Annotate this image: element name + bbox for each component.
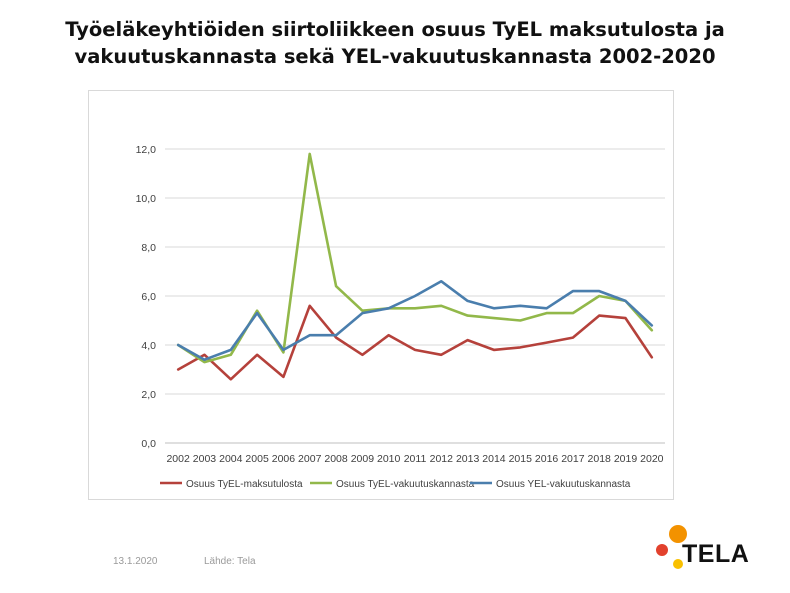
x-tick-label: 2014	[482, 453, 506, 465]
x-tick-label: 2006	[272, 453, 296, 465]
series-line-1	[176, 304, 654, 381]
x-tick-label: 2012	[430, 453, 454, 465]
y-tick-label: 10,0	[136, 193, 157, 205]
y-tick-label: 0,0	[141, 438, 156, 450]
y-tick-label: 12,0	[136, 144, 157, 156]
legend-entry: Osuus YEL-vakuutuskannasta	[496, 479, 631, 490]
x-tick-label: 2005	[245, 453, 269, 465]
x-tick-label: 2009	[351, 453, 375, 465]
chart-title-line2: vakuutuskannasta sekä YEL-vakuutuskannas…	[74, 45, 716, 68]
x-tick-label: 2016	[535, 453, 559, 465]
logo-orange-dot	[669, 525, 687, 543]
x-tick-label: 2010	[377, 453, 401, 465]
footer-date: 13.1.2020	[113, 556, 158, 567]
y-tick-label: 4,0	[141, 340, 156, 352]
logo-yellow-dot	[673, 559, 683, 569]
footer-source: Lähde: Tela	[204, 556, 256, 567]
series-line-2	[176, 152, 654, 364]
legend-entry: Osuus TyEL-maksutulosta	[186, 479, 303, 490]
x-tick-label: 2007	[298, 453, 322, 465]
y-tick-label: 6,0	[141, 291, 156, 303]
x-tick-label: 2017	[561, 453, 585, 465]
tela-logo-icon	[656, 525, 687, 569]
x-tick-label: 2015	[509, 453, 533, 465]
x-tick-label: 2003	[193, 453, 217, 465]
y-tick-label: 2,0	[141, 389, 156, 401]
legend-entry: Osuus TyEL-vakuutuskannasta	[336, 479, 475, 490]
x-tick-label: 2019	[614, 453, 638, 465]
x-tick-label: 2020	[640, 453, 664, 465]
x-tick-label: 2018	[588, 453, 612, 465]
logo-text: TELA	[682, 540, 750, 568]
x-tick-label: 2002	[166, 453, 190, 465]
logo-red-dot	[656, 544, 668, 556]
x-tick-label: 2004	[219, 453, 243, 465]
x-tick-label: 2013	[456, 453, 480, 465]
chart-frame	[88, 90, 674, 500]
chart-title-line1: Työeläkeyhtiöiden siirtoliikkeen osuus T…	[65, 18, 725, 41]
x-tick-label: 2011	[404, 453, 427, 465]
y-tick-label: 8,0	[141, 242, 156, 254]
x-tick-label: 2008	[324, 453, 348, 465]
chart-title: Työeläkeyhtiöiden siirtoliikkeen osuus T…	[0, 16, 790, 70]
series-line-3	[176, 279, 654, 362]
